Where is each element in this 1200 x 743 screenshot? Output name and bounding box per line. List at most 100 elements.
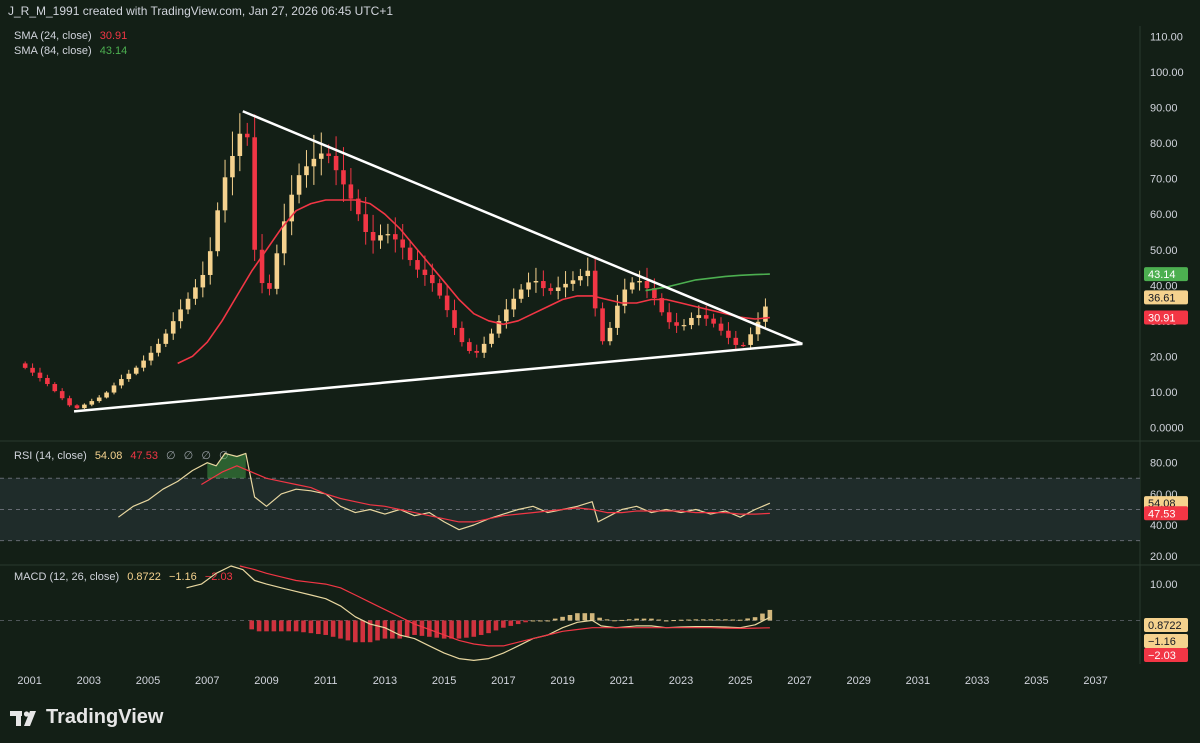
candle-body [82, 404, 87, 409]
macd-histogram-bar [686, 619, 691, 621]
macd-histogram-bar [737, 619, 743, 621]
macd-histogram-bar [604, 619, 610, 621]
candle-body [422, 269, 428, 275]
macd-histogram-bar [316, 620, 321, 635]
candle-body [30, 367, 35, 373]
candle-body [326, 153, 331, 156]
tradingview-brand[interactable]: TradingView [10, 706, 163, 729]
candle-body [689, 317, 694, 326]
candle-body [89, 401, 95, 405]
macd-histogram-bar [397, 620, 403, 639]
macd-histogram-bar [419, 620, 425, 636]
rsi-badge: 47.53 [1148, 508, 1176, 520]
candle-body [104, 392, 109, 398]
macd-histogram-bar [671, 620, 676, 622]
macd-histogram-bar [412, 620, 417, 635]
candle-body [474, 350, 480, 353]
price-tick-label: 110.00 [1150, 32, 1183, 44]
macd-signal-value: −1.16 [168, 571, 197, 583]
macd-histogram-bar [286, 620, 291, 632]
price-badge-bg [1144, 290, 1188, 305]
macd-histogram-bar [486, 620, 491, 634]
macd-signal-line [239, 565, 770, 647]
candle-body [467, 342, 472, 351]
sma24-legend[interactable]: SMA (24, close) 30.91 [14, 30, 132, 42]
candle-body [67, 398, 72, 406]
candle-body [415, 260, 420, 270]
candle-body [511, 298, 517, 310]
candle-body [274, 253, 280, 289]
price-tick-label: 40.00 [1150, 280, 1178, 292]
sma84-label: SMA (84, close) [14, 45, 92, 57]
time-tick-label: 2001 [17, 675, 41, 687]
candle-body [355, 198, 361, 215]
candle-body [748, 334, 753, 345]
time-tick-label: 2037 [1083, 675, 1107, 687]
candle-body [281, 221, 287, 254]
macd-histogram-bar [560, 616, 565, 621]
candle-body [407, 247, 413, 261]
macd-histogram-bar [678, 619, 684, 621]
trendline [73, 342, 803, 413]
tradingview-wordmark: TradingView [46, 706, 164, 728]
macd-histogram-bar [752, 617, 758, 621]
macd-histogram-value: −2.03 [204, 571, 233, 583]
sma84-legend[interactable]: SMA (84, close) 43.14 [14, 45, 132, 57]
sma24-value: 30.91 [99, 30, 128, 42]
price-badge: 43.14 [1148, 269, 1176, 281]
candle-body [541, 281, 546, 289]
macd-histogram-bar [589, 613, 595, 621]
candle-body [333, 155, 339, 171]
candle-body [378, 235, 383, 241]
trendline [242, 110, 803, 346]
candle-body [207, 251, 213, 275]
macd-histogram-bar [597, 617, 602, 621]
candle-body [370, 232, 376, 241]
candle-body [52, 384, 58, 392]
time-tick-label: 2025 [728, 675, 752, 687]
price-tick-label: 0.0000 [1150, 422, 1184, 434]
macd-histogram-bar [656, 619, 662, 621]
rsi-badge-bg [1144, 506, 1188, 521]
macd-histogram-bar [767, 609, 773, 621]
candle-body [163, 333, 169, 344]
macd-histogram-bar [715, 619, 721, 621]
candle-body [504, 309, 509, 322]
candle-body [74, 405, 80, 409]
candle-body [644, 281, 650, 289]
price-tick-label: 100.00 [1150, 67, 1184, 79]
candle-body [570, 280, 576, 284]
macd-histogram-bar [382, 620, 388, 639]
time-tick-label: 2009 [254, 675, 278, 687]
candle-body [170, 321, 176, 334]
macd-histogram-bar [256, 620, 262, 632]
macd-histogram-bar [693, 619, 699, 621]
macd-histogram-bar [323, 620, 329, 635]
price-badge: 30.91 [1148, 313, 1176, 325]
macd-legend[interactable]: MACD (12, 26, close) 0.8722 −1.16 −2.03 [14, 571, 238, 583]
macd-histogram-bar [449, 620, 454, 639]
time-tick-label: 2019 [550, 675, 574, 687]
macd-histogram-bar [427, 620, 432, 637]
candle-body [674, 322, 679, 326]
time-tick-label: 2027 [787, 675, 811, 687]
macd-line [186, 565, 771, 662]
macd-value: 0.8722 [127, 571, 161, 583]
candle-body [96, 397, 102, 402]
time-tick-label: 2003 [77, 675, 101, 687]
candle-body [133, 367, 139, 374]
macd-histogram-bar [708, 619, 713, 621]
price-badge: 36.61 [1148, 292, 1176, 304]
candle-body [141, 360, 146, 368]
macd-histogram-bar [612, 620, 617, 622]
rsi-legend[interactable]: RSI (14, close) 54.08 47.53 ∅ ∅ ∅ ∅ [14, 449, 234, 462]
macd-histogram-bar [619, 619, 625, 621]
candle-body [533, 281, 539, 283]
price-tick-label: 70.00 [1150, 174, 1178, 186]
candle-body [400, 239, 405, 248]
rsi-tick-label: 80.00 [1150, 458, 1178, 470]
candle-body [311, 158, 317, 167]
macd-histogram-bar [641, 618, 647, 621]
sma84-line [645, 273, 770, 292]
